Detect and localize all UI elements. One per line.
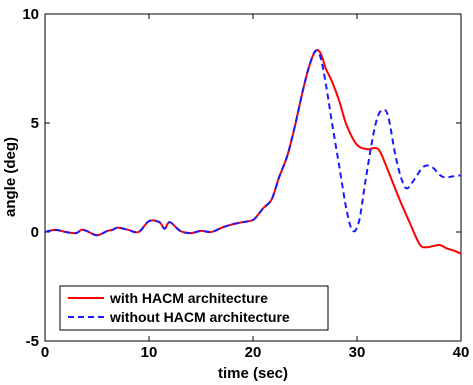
y-tick-label: 5 bbox=[31, 115, 39, 132]
axis-ticks bbox=[44, 13, 462, 342]
legend-label-without-hacm: without HACM architecture bbox=[109, 309, 290, 325]
series-line-without-hacm bbox=[44, 49, 462, 237]
x-tick-label: 10 bbox=[141, 344, 158, 361]
y-tick-label: 0 bbox=[31, 224, 39, 241]
x-tick-label: 40 bbox=[453, 344, 470, 361]
legend-label-with-hacm: with HACM architecture bbox=[109, 290, 268, 306]
y-axis-label: angle (deg) bbox=[2, 137, 19, 217]
x-tick-label: 0 bbox=[41, 344, 49, 361]
y-tick-label: 10 bbox=[22, 6, 39, 23]
legend-box bbox=[59, 285, 329, 331]
x-axis-label: time (sec) bbox=[218, 365, 288, 382]
series-lines bbox=[44, 49, 462, 255]
x-tick-label: 20 bbox=[245, 344, 262, 361]
y-tick-label: -5 bbox=[26, 333, 39, 350]
legend: with HACM architecture without HACM arch… bbox=[59, 285, 329, 331]
x-tick-label: 30 bbox=[349, 344, 366, 361]
